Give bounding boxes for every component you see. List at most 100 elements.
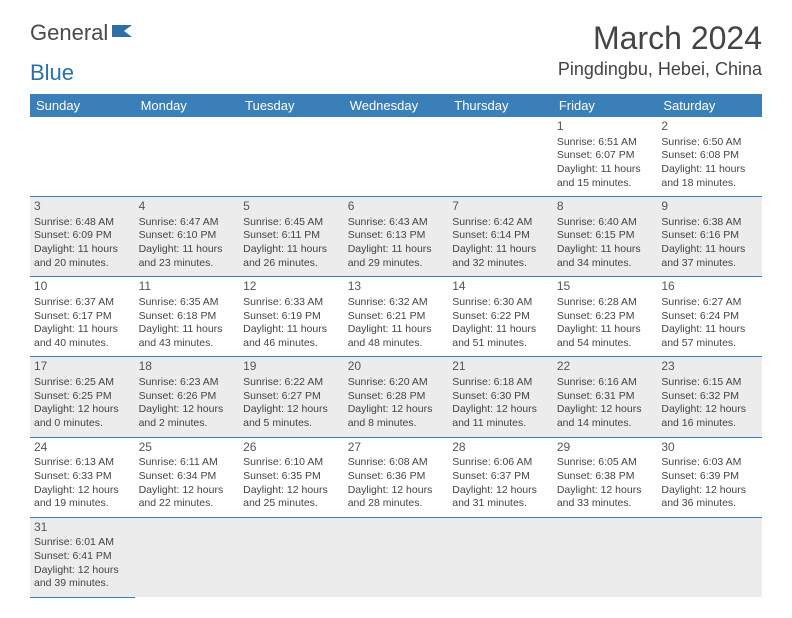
day-number: 7 — [452, 199, 549, 215]
logo-text-a: General — [30, 20, 108, 46]
day-number: 31 — [34, 520, 131, 536]
day-number: 6 — [348, 199, 445, 215]
daylight-line: Daylight: 12 hours and 31 minutes. — [452, 484, 549, 511]
daylight-line: Daylight: 11 hours and 29 minutes. — [348, 243, 445, 270]
sunset-line: Sunset: 6:11 PM — [243, 229, 340, 243]
sunrise-line: Sunrise: 6:15 AM — [661, 376, 758, 390]
day-number: 11 — [139, 279, 236, 295]
day-number: 8 — [557, 199, 654, 215]
sunset-line: Sunset: 6:21 PM — [348, 310, 445, 324]
sunrise-line: Sunrise: 6:42 AM — [452, 216, 549, 230]
sunrise-line: Sunrise: 6:10 AM — [243, 456, 340, 470]
page-title: March 2024 — [558, 20, 762, 57]
sunset-line: Sunset: 6:07 PM — [557, 149, 654, 163]
daylight-line: Daylight: 11 hours and 23 minutes. — [139, 243, 236, 270]
sunrise-line: Sunrise: 6:25 AM — [34, 376, 131, 390]
sunset-line: Sunset: 6:09 PM — [34, 229, 131, 243]
daylight-line: Daylight: 12 hours and 11 minutes. — [452, 403, 549, 430]
day-cell — [448, 517, 553, 597]
day-cell: 6Sunrise: 6:43 AMSunset: 6:13 PMDaylight… — [344, 197, 449, 277]
day-cell: 30Sunrise: 6:03 AMSunset: 6:39 PMDayligh… — [657, 437, 762, 517]
day-cell — [448, 117, 553, 197]
sunset-line: Sunset: 6:36 PM — [348, 470, 445, 484]
day-number: 24 — [34, 440, 131, 456]
daylight-line: Daylight: 12 hours and 16 minutes. — [661, 403, 758, 430]
day-number: 5 — [243, 199, 340, 215]
sunset-line: Sunset: 6:25 PM — [34, 390, 131, 404]
day-number: 25 — [139, 440, 236, 456]
sunset-line: Sunset: 6:31 PM — [557, 390, 654, 404]
day-cell — [239, 117, 344, 197]
day-number: 12 — [243, 279, 340, 295]
day-number: 22 — [557, 359, 654, 375]
day-cell: 11Sunrise: 6:35 AMSunset: 6:18 PMDayligh… — [135, 277, 240, 357]
sunrise-line: Sunrise: 6:13 AM — [34, 456, 131, 470]
daylight-line: Daylight: 12 hours and 28 minutes. — [348, 484, 445, 511]
day-cell — [135, 517, 240, 597]
daylight-line: Daylight: 12 hours and 33 minutes. — [557, 484, 654, 511]
sunset-line: Sunset: 6:30 PM — [452, 390, 549, 404]
daylight-line: Daylight: 11 hours and 34 minutes. — [557, 243, 654, 270]
day-cell: 29Sunrise: 6:05 AMSunset: 6:38 PMDayligh… — [553, 437, 658, 517]
day-cell: 18Sunrise: 6:23 AMSunset: 6:26 PMDayligh… — [135, 357, 240, 437]
sunset-line: Sunset: 6:27 PM — [243, 390, 340, 404]
day-number: 29 — [557, 440, 654, 456]
sunrise-line: Sunrise: 6:01 AM — [34, 536, 131, 550]
sunrise-line: Sunrise: 6:40 AM — [557, 216, 654, 230]
sunset-line: Sunset: 6:37 PM — [452, 470, 549, 484]
weekday-header: Sunday — [30, 94, 135, 117]
daylight-line: Daylight: 12 hours and 0 minutes. — [34, 403, 131, 430]
day-cell: 13Sunrise: 6:32 AMSunset: 6:21 PMDayligh… — [344, 277, 449, 357]
logo-text-b: Blue — [30, 60, 762, 86]
day-number: 20 — [348, 359, 445, 375]
sunset-line: Sunset: 6:41 PM — [34, 550, 131, 564]
sunset-line: Sunset: 6:34 PM — [139, 470, 236, 484]
sunrise-line: Sunrise: 6:43 AM — [348, 216, 445, 230]
sunset-line: Sunset: 6:22 PM — [452, 310, 549, 324]
day-cell — [344, 117, 449, 197]
day-cell: 21Sunrise: 6:18 AMSunset: 6:30 PMDayligh… — [448, 357, 553, 437]
sunset-line: Sunset: 6:19 PM — [243, 310, 340, 324]
sunrise-line: Sunrise: 6:06 AM — [452, 456, 549, 470]
daylight-line: Daylight: 11 hours and 51 minutes. — [452, 323, 549, 350]
sunrise-line: Sunrise: 6:08 AM — [348, 456, 445, 470]
day-cell: 26Sunrise: 6:10 AMSunset: 6:35 PMDayligh… — [239, 437, 344, 517]
sunrise-line: Sunrise: 6:03 AM — [661, 456, 758, 470]
sunset-line: Sunset: 6:16 PM — [661, 229, 758, 243]
sunset-line: Sunset: 6:39 PM — [661, 470, 758, 484]
sunrise-line: Sunrise: 6:32 AM — [348, 296, 445, 310]
sunset-line: Sunset: 6:13 PM — [348, 229, 445, 243]
sunrise-line: Sunrise: 6:18 AM — [452, 376, 549, 390]
sunset-line: Sunset: 6:35 PM — [243, 470, 340, 484]
table-row: 31Sunrise: 6:01 AMSunset: 6:41 PMDayligh… — [30, 517, 762, 597]
weekday-header: Tuesday — [239, 94, 344, 117]
daylight-line: Daylight: 12 hours and 8 minutes. — [348, 403, 445, 430]
sunset-line: Sunset: 6:24 PM — [661, 310, 758, 324]
weekday-header: Saturday — [657, 94, 762, 117]
daylight-line: Daylight: 11 hours and 20 minutes. — [34, 243, 131, 270]
day-cell: 16Sunrise: 6:27 AMSunset: 6:24 PMDayligh… — [657, 277, 762, 357]
day-cell: 22Sunrise: 6:16 AMSunset: 6:31 PMDayligh… — [553, 357, 658, 437]
sunrise-line: Sunrise: 6:05 AM — [557, 456, 654, 470]
sunrise-line: Sunrise: 6:22 AM — [243, 376, 340, 390]
sunrise-line: Sunrise: 6:11 AM — [139, 456, 236, 470]
sunset-line: Sunset: 6:15 PM — [557, 229, 654, 243]
sunrise-line: Sunrise: 6:16 AM — [557, 376, 654, 390]
day-cell: 31Sunrise: 6:01 AMSunset: 6:41 PMDayligh… — [30, 517, 135, 597]
sunrise-line: Sunrise: 6:51 AM — [557, 136, 654, 150]
sunrise-line: Sunrise: 6:20 AM — [348, 376, 445, 390]
sunrise-line: Sunrise: 6:48 AM — [34, 216, 131, 230]
daylight-line: Daylight: 11 hours and 46 minutes. — [243, 323, 340, 350]
day-cell: 8Sunrise: 6:40 AMSunset: 6:15 PMDaylight… — [553, 197, 658, 277]
day-number: 30 — [661, 440, 758, 456]
daylight-line: Daylight: 11 hours and 37 minutes. — [661, 243, 758, 270]
daylight-line: Daylight: 11 hours and 57 minutes. — [661, 323, 758, 350]
day-cell: 19Sunrise: 6:22 AMSunset: 6:27 PMDayligh… — [239, 357, 344, 437]
day-cell: 3Sunrise: 6:48 AMSunset: 6:09 PMDaylight… — [30, 197, 135, 277]
day-cell — [135, 117, 240, 197]
day-cell — [30, 117, 135, 197]
day-number: 18 — [139, 359, 236, 375]
sunrise-line: Sunrise: 6:35 AM — [139, 296, 236, 310]
day-cell: 2Sunrise: 6:50 AMSunset: 6:08 PMDaylight… — [657, 117, 762, 197]
day-number: 28 — [452, 440, 549, 456]
